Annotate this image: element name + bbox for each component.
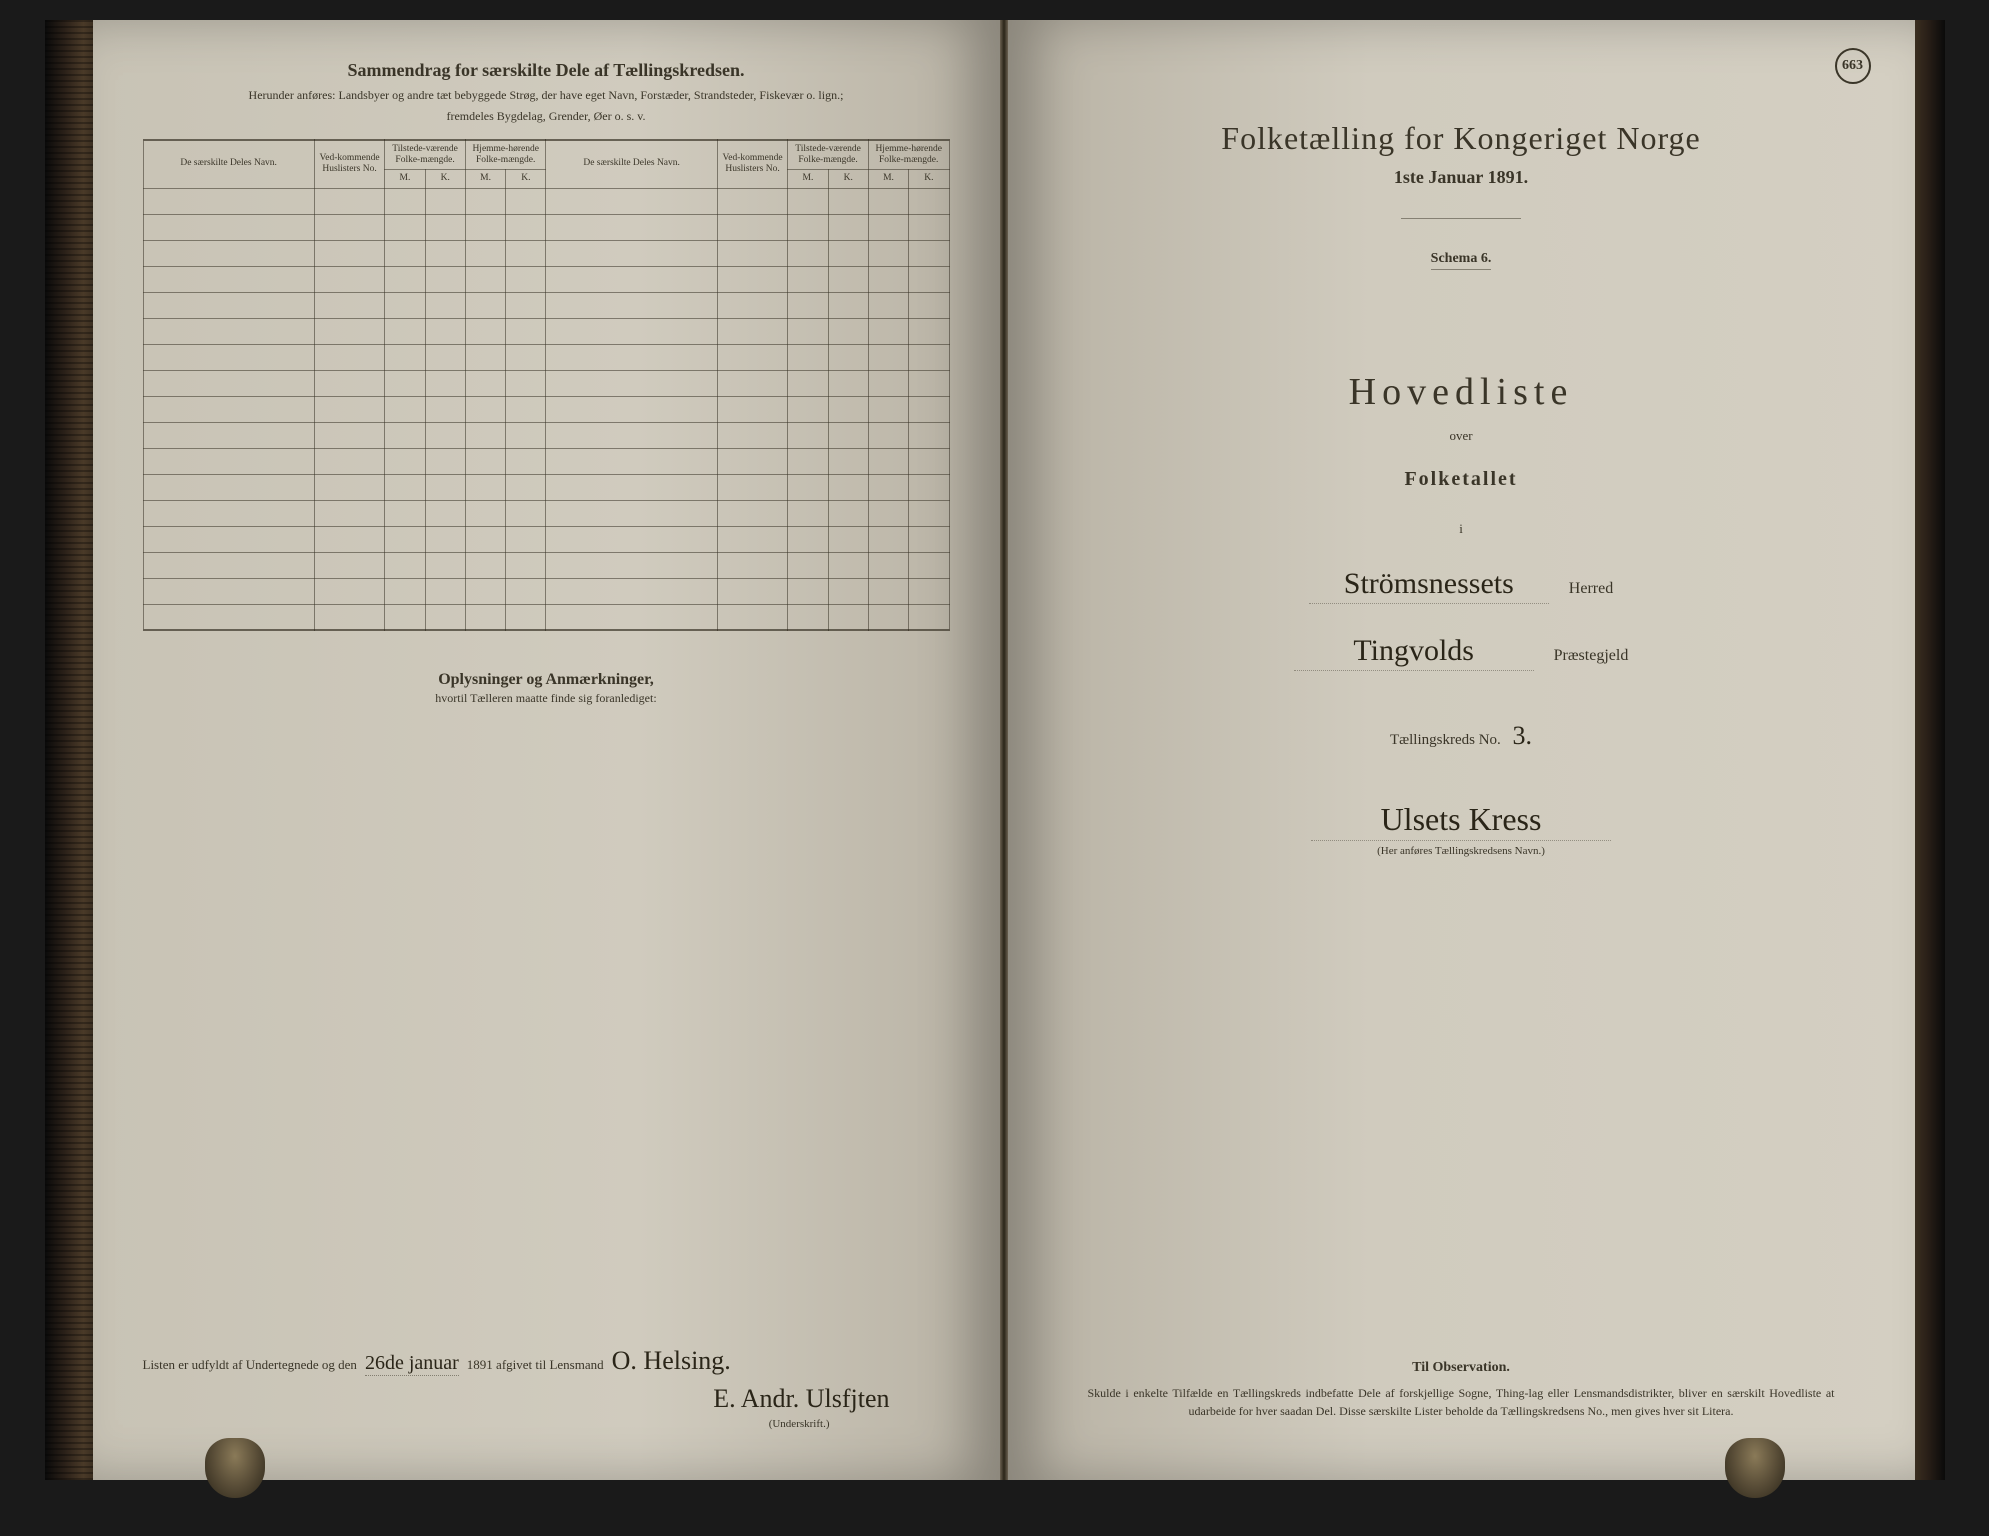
kreds-name-sublabel: (Her anføres Tællingskredsens Navn.) — [1058, 845, 1865, 857]
book-spread: Sammendrag for særskilte Dele af Tælling… — [45, 20, 1945, 1480]
remarks-section: Oplysninger og Anmærkninger, hvortil Tæl… — [143, 671, 950, 706]
col-huslister-1: Ved-kommende Huslisters No. — [314, 140, 385, 189]
praestegjeld-label: Præstegjeld — [1554, 647, 1629, 665]
col-hjemme-2: Hjemme-hørende Folke-mængde. — [868, 140, 949, 170]
col-k: K. — [909, 170, 949, 188]
col-huslister-2: Ved-kommende Huslisters No. — [717, 140, 788, 189]
census-title: Folketælling for Kongeriget Norge — [1058, 120, 1865, 157]
col-hjemme-1: Hjemme-hørende Folke-mængde. — [465, 140, 546, 170]
folketallet-label: Folketallet — [1058, 468, 1865, 491]
binding-left — [45, 20, 93, 1480]
col-m: M. — [385, 170, 425, 188]
col-k: K. — [425, 170, 465, 188]
praestegjeld-handwritten: Tingvolds — [1294, 634, 1534, 671]
tællingskreds-row: Tællingskreds No. 3. — [1058, 721, 1865, 751]
divider-1 — [1401, 218, 1521, 219]
sig-prefix: Listen er udfyldt af Undertegnede og den — [143, 1357, 357, 1373]
col-m: M. — [465, 170, 505, 188]
i-label: i — [1058, 521, 1865, 537]
herred-label: Herred — [1569, 580, 1613, 598]
kreds-name-row: Ulsets Kress (Her anføres Tællingskredse… — [1058, 801, 1865, 857]
schema-label: Schema 6. — [1431, 251, 1492, 270]
col-name-1: De særskilte Deles Navn. — [143, 140, 314, 189]
left-page: Sammendrag for særskilte Dele af Tælling… — [93, 20, 1000, 1480]
left-page-title: Sammendrag for særskilte Dele af Tælling… — [143, 60, 950, 81]
left-subtitle-1: Herunder anføres: Landsbyer og andre tæt… — [143, 87, 950, 104]
remarks-subtitle: hvortil Tælleren maatte finde sig foranl… — [143, 691, 950, 706]
hovedliste-heading: Hovedliste — [1058, 370, 1865, 414]
col-m: M. — [788, 170, 828, 188]
book-clip-right — [1725, 1438, 1785, 1498]
signature-section: Listen er udfyldt af Undertegnede og den… — [143, 1346, 950, 1430]
sig-date-hand: 26de januar — [365, 1352, 459, 1376]
sig-year: 1891 afgivet til Lensmand — [467, 1357, 604, 1373]
praestegjeld-row: Tingvolds Præstegjeld — [1058, 634, 1865, 671]
observation-text: Skulde i enkelte Tilfælde en Tællingskre… — [1088, 1384, 1835, 1420]
herred-handwritten: Strömsnessets — [1309, 567, 1549, 604]
binding-right — [1915, 20, 1945, 1480]
col-m: M. — [868, 170, 908, 188]
observation-section: Til Observation. Skulde i enkelte Tilfæl… — [1088, 1360, 1835, 1420]
tællingskreds-label: Tællingskreds No. — [1390, 732, 1501, 748]
ledger-body — [143, 188, 949, 630]
page-number-stamp: 663 — [1835, 48, 1871, 84]
remarks-title: Oplysninger og Anmærkninger, — [143, 671, 950, 689]
book-spine — [1000, 20, 1008, 1480]
tællingskreds-number: 3. — [1513, 721, 1533, 750]
sig-name-2: E. Andr. Ulsfjten — [713, 1384, 889, 1413]
col-k: K. — [828, 170, 868, 188]
left-subtitle-2: fremdeles Bygdelag, Grender, Øer o. s. v… — [143, 108, 950, 125]
col-tilstede-2: Tilstede-værende Folke-mængde. — [788, 140, 869, 170]
book-clip-left — [205, 1438, 265, 1498]
right-page: 663 Folketælling for Kongeriget Norge 1s… — [1008, 20, 1915, 1480]
kreds-name-handwritten: Ulsets Kress — [1311, 801, 1611, 841]
col-name-2: De særskilte Deles Navn. — [546, 140, 717, 189]
col-k: K. — [506, 170, 546, 188]
sig-name-1: O. Helsing. — [612, 1346, 731, 1376]
observation-title: Til Observation. — [1088, 1360, 1835, 1376]
col-tilstede-1: Tilstede-værende Folke-mængde. — [385, 140, 466, 170]
over-label: over — [1058, 428, 1865, 444]
ledger-table: De særskilte Deles Navn. Ved-kommende Hu… — [143, 139, 950, 632]
sig-underskrift-label: (Underskrift.) — [143, 1418, 950, 1430]
census-date: 1ste Januar 1891. — [1058, 167, 1865, 188]
herred-row: Strömsnessets Herred — [1058, 567, 1865, 604]
